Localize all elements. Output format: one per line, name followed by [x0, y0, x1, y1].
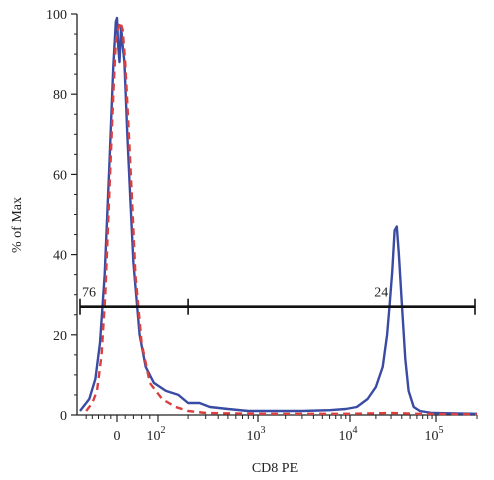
gate: 76 24 — [79, 286, 476, 315]
gate-right-label: 24 — [374, 286, 388, 301]
x-axis-title: CD8 PE — [252, 461, 298, 476]
cd8-histogram-line — [79, 16, 478, 415]
x-tick-label: 103 — [247, 425, 266, 444]
y-tick-label: 40 — [53, 249, 67, 264]
y-axis-title: % of Max — [10, 197, 25, 253]
y-tick-label: 100 — [46, 8, 67, 23]
control-histogram-line — [85, 20, 478, 416]
series — [79, 16, 478, 416]
ticks: 0 20 40 60 80 100 0 102 103 104 105 — [46, 8, 478, 444]
x-tick-label: 102 — [147, 425, 166, 444]
y-tick-label: 0 — [60, 409, 67, 424]
x-tick-label: 0 — [114, 429, 121, 444]
gate-left-label: 76 — [82, 286, 96, 301]
x-tick-label: 105 — [425, 425, 444, 444]
y-tick-label: 60 — [53, 168, 67, 183]
y-tick-label: 80 — [53, 88, 67, 103]
x-tick-label: 104 — [339, 425, 358, 444]
axes — [76, 14, 477, 416]
y-tick-label: 20 — [53, 329, 67, 344]
